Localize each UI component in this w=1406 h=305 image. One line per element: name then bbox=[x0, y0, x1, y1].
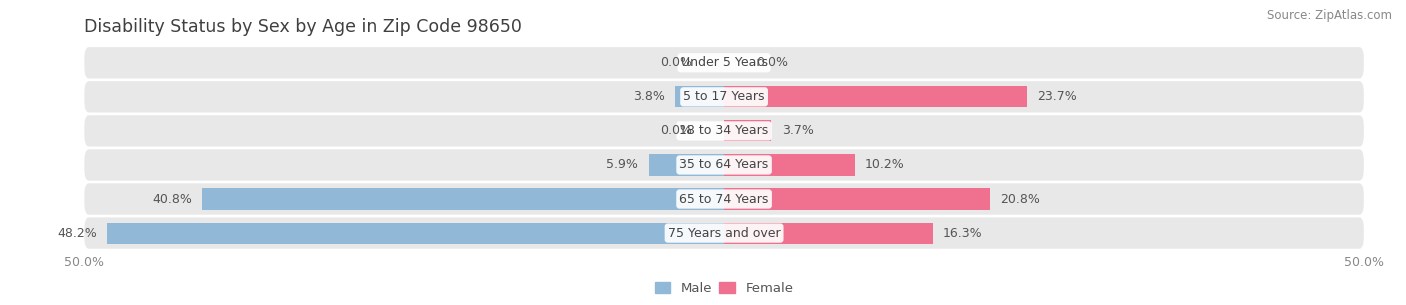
Text: 65 to 74 Years: 65 to 74 Years bbox=[679, 192, 769, 206]
FancyBboxPatch shape bbox=[84, 183, 1364, 215]
Bar bbox=[724, 223, 932, 244]
FancyBboxPatch shape bbox=[84, 115, 1364, 147]
Bar bbox=[724, 188, 990, 210]
Text: Disability Status by Sex by Age in Zip Code 98650: Disability Status by Sex by Age in Zip C… bbox=[84, 18, 522, 36]
FancyBboxPatch shape bbox=[84, 149, 1364, 181]
Text: 16.3%: 16.3% bbox=[943, 227, 983, 239]
Text: 35 to 64 Years: 35 to 64 Years bbox=[679, 159, 769, 171]
Bar bbox=[107, 223, 724, 244]
Text: 40.8%: 40.8% bbox=[152, 192, 191, 206]
Text: 23.7%: 23.7% bbox=[1038, 90, 1077, 103]
Text: 3.7%: 3.7% bbox=[782, 124, 814, 137]
Bar bbox=[675, 86, 724, 107]
Text: 3.8%: 3.8% bbox=[633, 90, 665, 103]
Text: 75 Years and over: 75 Years and over bbox=[668, 227, 780, 239]
Bar bbox=[648, 154, 724, 175]
Text: 0.0%: 0.0% bbox=[659, 124, 692, 137]
Text: 10.2%: 10.2% bbox=[865, 159, 904, 171]
Text: 48.2%: 48.2% bbox=[58, 227, 97, 239]
Text: 5 to 17 Years: 5 to 17 Years bbox=[683, 90, 765, 103]
FancyBboxPatch shape bbox=[84, 81, 1364, 113]
Legend: Male, Female: Male, Female bbox=[650, 277, 799, 301]
Bar bbox=[724, 120, 772, 142]
Text: 18 to 34 Years: 18 to 34 Years bbox=[679, 124, 769, 137]
Text: 0.0%: 0.0% bbox=[756, 56, 789, 69]
FancyBboxPatch shape bbox=[84, 217, 1364, 249]
Text: 20.8%: 20.8% bbox=[1001, 192, 1040, 206]
Text: Under 5 Years: Under 5 Years bbox=[681, 56, 768, 69]
Bar bbox=[202, 188, 724, 210]
Bar bbox=[724, 86, 1028, 107]
Bar bbox=[724, 154, 855, 175]
Text: 0.0%: 0.0% bbox=[659, 56, 692, 69]
Text: 5.9%: 5.9% bbox=[606, 159, 638, 171]
Text: Source: ZipAtlas.com: Source: ZipAtlas.com bbox=[1267, 9, 1392, 22]
FancyBboxPatch shape bbox=[84, 47, 1364, 78]
